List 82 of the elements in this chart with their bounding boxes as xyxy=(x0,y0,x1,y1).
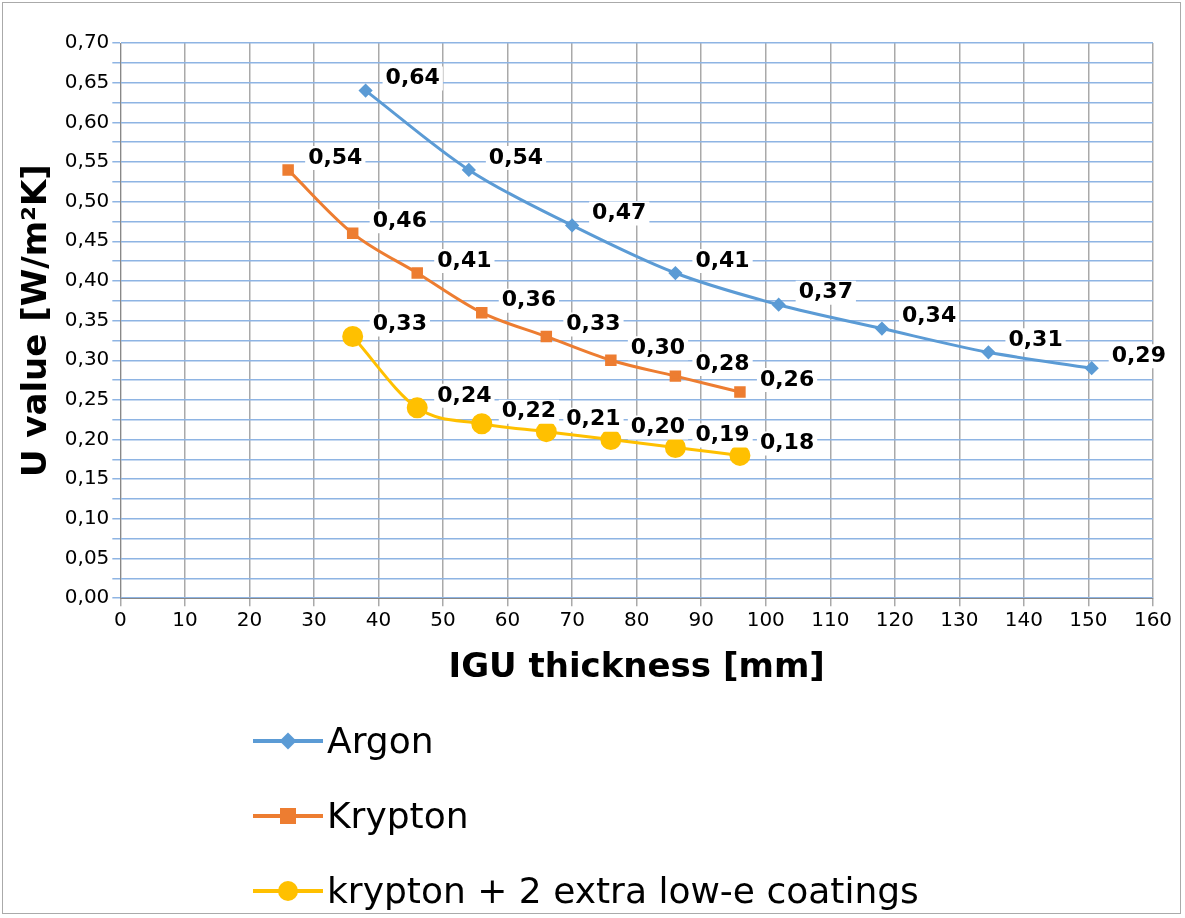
point xyxy=(476,306,488,319)
x-tick-label: 90 xyxy=(688,607,714,632)
data-label: 0,37 xyxy=(798,278,853,304)
data-label: 0,46 xyxy=(372,207,427,233)
y-tick-label: 0,50 xyxy=(64,187,110,212)
x-tick-label: 150 xyxy=(1069,607,1108,632)
data-label: 0,33 xyxy=(372,310,427,336)
y-tick-label: 0,70 xyxy=(64,29,110,54)
y-axis-title: U value [W/m²K] xyxy=(14,164,55,478)
x-tick-label: 70 xyxy=(559,607,585,632)
legend-label: krypton + 2 extra low-e coatings xyxy=(327,870,919,911)
data-label: 0,21 xyxy=(566,405,621,431)
data-label: 0,18 xyxy=(759,429,815,455)
data-label: 0,47 xyxy=(592,199,647,225)
x-tick-label: 130 xyxy=(940,607,979,632)
x-tick-label: 60 xyxy=(494,607,521,632)
x-tick-label: 10 xyxy=(172,607,198,632)
legend-label: Argon xyxy=(327,720,434,761)
point xyxy=(540,330,553,343)
x-tick-label: 160 xyxy=(1133,607,1173,632)
x-tick-label: 120 xyxy=(875,607,914,632)
point xyxy=(772,298,786,312)
y-tick-label: 0,20 xyxy=(64,425,110,450)
y-tick-label: 0,10 xyxy=(64,505,110,530)
point xyxy=(565,218,579,232)
y-tick-label: 0,15 xyxy=(64,465,110,490)
y-tick-label: 0,65 xyxy=(64,68,110,93)
point xyxy=(605,354,617,366)
point xyxy=(471,413,493,435)
data-label: 0,28 xyxy=(695,349,750,375)
y-tick-label: 0,60 xyxy=(64,108,110,133)
data-label: 0,20 xyxy=(630,413,686,439)
point xyxy=(664,437,686,458)
data-label: 0,34 xyxy=(901,302,957,328)
point xyxy=(600,429,622,451)
data-label: 0,64 xyxy=(385,64,440,90)
x-tick-label: 40 xyxy=(365,607,392,632)
point xyxy=(981,345,995,359)
x-tick-label: 110 xyxy=(811,607,850,632)
point xyxy=(359,84,373,98)
y-tick-label: 0,05 xyxy=(64,544,110,569)
data-label: 0,19 xyxy=(695,421,750,447)
y-tick-label: 0,25 xyxy=(64,386,110,411)
y-tick-label: 0,00 xyxy=(64,584,110,609)
data-label: 0,54 xyxy=(488,143,544,169)
point xyxy=(406,397,428,419)
y-tick-label: 0,55 xyxy=(64,148,110,173)
x-tick-label: 30 xyxy=(301,607,327,632)
x-axis-title: IGU thickness [mm] xyxy=(448,645,825,686)
data-label: 0,31 xyxy=(1008,326,1063,352)
legend-label: Krypton xyxy=(327,795,469,836)
y-tick-label: 0,30 xyxy=(64,346,110,371)
point xyxy=(462,163,476,177)
x-tick-label: 100 xyxy=(746,607,785,632)
point xyxy=(734,386,746,398)
data-label: 0,26 xyxy=(759,365,815,391)
data-label: 0,33 xyxy=(566,310,621,336)
point xyxy=(535,421,557,443)
data-label: 0,29 xyxy=(1111,341,1166,367)
point xyxy=(282,164,294,176)
y-tick-label: 0,35 xyxy=(64,306,110,331)
x-tick-label: 0 xyxy=(113,607,127,632)
point xyxy=(346,227,359,240)
x-tick-label: 80 xyxy=(623,607,650,632)
point xyxy=(411,267,423,279)
point xyxy=(668,266,682,280)
point xyxy=(669,370,682,382)
x-tick-label: 20 xyxy=(236,607,263,632)
y-tick-label: 0,45 xyxy=(64,227,110,252)
data-label: 0,41 xyxy=(437,246,492,272)
data-label: 0,54 xyxy=(308,143,363,169)
point xyxy=(875,322,889,336)
data-label: 0,30 xyxy=(630,333,686,359)
point xyxy=(1085,361,1099,375)
data-label: 0,22 xyxy=(501,397,557,423)
data-label: 0,36 xyxy=(501,286,557,312)
data-label: 0,41 xyxy=(695,246,750,272)
y-tick-label: 0,40 xyxy=(64,267,110,292)
x-tick-label: 50 xyxy=(430,607,456,632)
point xyxy=(342,325,364,347)
data-label: 0,24 xyxy=(437,381,492,407)
x-tick-label: 140 xyxy=(1004,607,1044,632)
